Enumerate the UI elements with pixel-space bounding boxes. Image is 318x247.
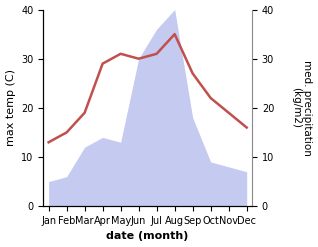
Y-axis label: med. precipitation
(kg/m2): med. precipitation (kg/m2) <box>291 60 313 156</box>
Y-axis label: max temp (C): max temp (C) <box>5 69 16 146</box>
X-axis label: date (month): date (month) <box>107 231 189 242</box>
